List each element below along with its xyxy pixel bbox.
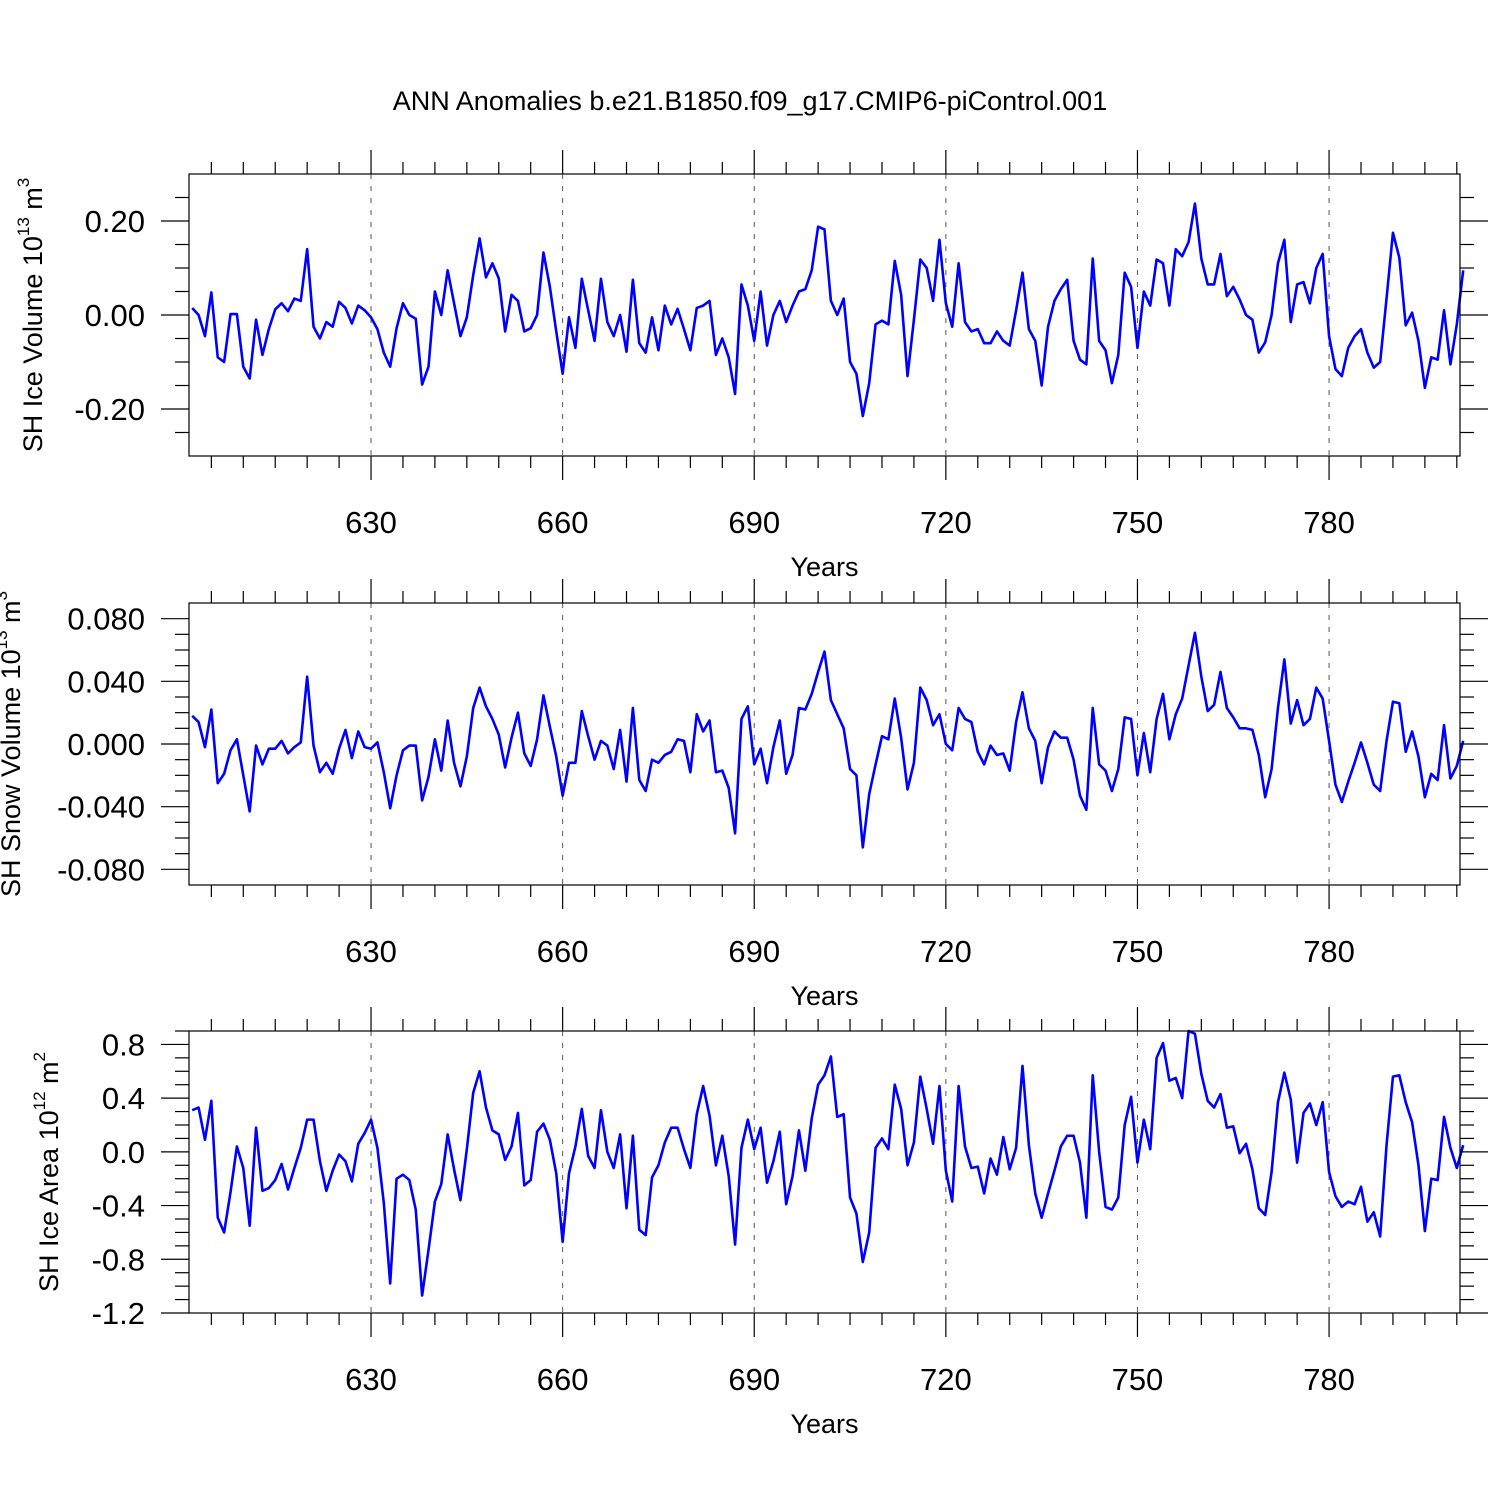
x-tick-label: 630 [345, 934, 397, 969]
panel-1: -0.20 0.00 0.20 630 660 690 720 750 780 Years SH I… [14, 150, 1488, 582]
x-tick-label: 780 [1303, 934, 1355, 969]
x-tick-label: 630 [345, 1362, 397, 1397]
y-tick-label: -0.040 [57, 790, 145, 825]
x-tick-label: 780 [1303, 505, 1355, 540]
y-tick-label: -0.080 [57, 852, 145, 887]
y-tick-label: 0.000 [67, 727, 145, 762]
x-tick-label: 660 [537, 505, 589, 540]
y-axis-label-unit-exponent: 3 [14, 178, 33, 187]
y-axis-label-unit-exponent: 3 [0, 591, 11, 600]
x-tick-label: 750 [1112, 934, 1164, 969]
figure-title: ANN Anomalies b.e21.B1850.f09_g17.CMIP6-… [392, 86, 1108, 116]
y-axis-label-unit: m [18, 187, 48, 217]
x-tick-label: 720 [920, 1362, 972, 1397]
series-line [191, 1029, 1465, 1297]
y-tick-label: 0.8 [102, 1027, 145, 1062]
plot-frame [188, 602, 1461, 886]
y-tick-label: 0.0 [102, 1135, 145, 1170]
x-axis-label: Years [790, 981, 858, 1011]
y-axis-label-exponent: 13 [14, 217, 33, 236]
x-tick-label: 660 [537, 1362, 589, 1397]
x-axis-label: Years [790, 552, 858, 582]
series-line [191, 202, 1465, 418]
y-tick-label: 0.20 [85, 204, 145, 239]
y-tick-label: 0.00 [85, 298, 145, 333]
y-axis-label-unit: m [34, 1061, 64, 1091]
y-axis-label: SH Snow Volume 1013 m3 [0, 591, 26, 897]
series-line [191, 631, 1465, 849]
y-tick-label: 0.080 [67, 602, 145, 637]
panel-2: -0.080 -0.040 0.000 0.040 0.080 630 660 690 720 7… [0, 579, 1488, 1011]
y-axis-label-text: SH Ice Area 10 [34, 1110, 64, 1292]
y-tick-label: 0.4 [102, 1081, 145, 1116]
y-axis-label: SH Ice Area 1012 m2 [30, 1052, 64, 1292]
plot-frame [188, 1030, 1461, 1314]
x-tick-label: 720 [920, 934, 972, 969]
panel-3: -1.2 -0.8 -0.4 0.0 0.4 0.8 630 660 690 720 750 780 Y… [30, 1007, 1488, 1439]
y-axis-label-unit-exponent: 2 [30, 1052, 49, 1061]
y-tick-label: -0.8 [92, 1242, 145, 1277]
y-tick-label: -0.20 [74, 392, 145, 427]
y-axis-label-unit: m [0, 600, 26, 630]
x-tick-label: 780 [1303, 1362, 1355, 1397]
x-tick-label: 690 [728, 1362, 780, 1397]
y-axis-label: SH Ice Volume 1013 m3 [14, 178, 48, 453]
x-tick-label: 750 [1112, 1362, 1164, 1397]
x-tick-label: 630 [345, 505, 397, 540]
y-tick-label: 0.040 [67, 664, 145, 699]
y-axis-label-text: SH Ice Volume 10 [18, 236, 48, 452]
x-axis-label: Years [790, 1409, 858, 1439]
y-axis-label-exponent: 13 [0, 630, 11, 649]
y-axis-label-exponent: 12 [30, 1091, 49, 1110]
plot-frame [188, 173, 1461, 457]
x-tick-label: 660 [537, 934, 589, 969]
y-tick-label: -0.4 [92, 1189, 145, 1224]
x-tick-label: 690 [728, 505, 780, 540]
x-tick-label: 720 [920, 505, 972, 540]
y-tick-label: -1.2 [92, 1296, 145, 1331]
x-tick-label: 690 [728, 934, 780, 969]
x-tick-label: 750 [1112, 505, 1164, 540]
y-axis-label-text: SH Snow Volume 10 [0, 649, 26, 897]
